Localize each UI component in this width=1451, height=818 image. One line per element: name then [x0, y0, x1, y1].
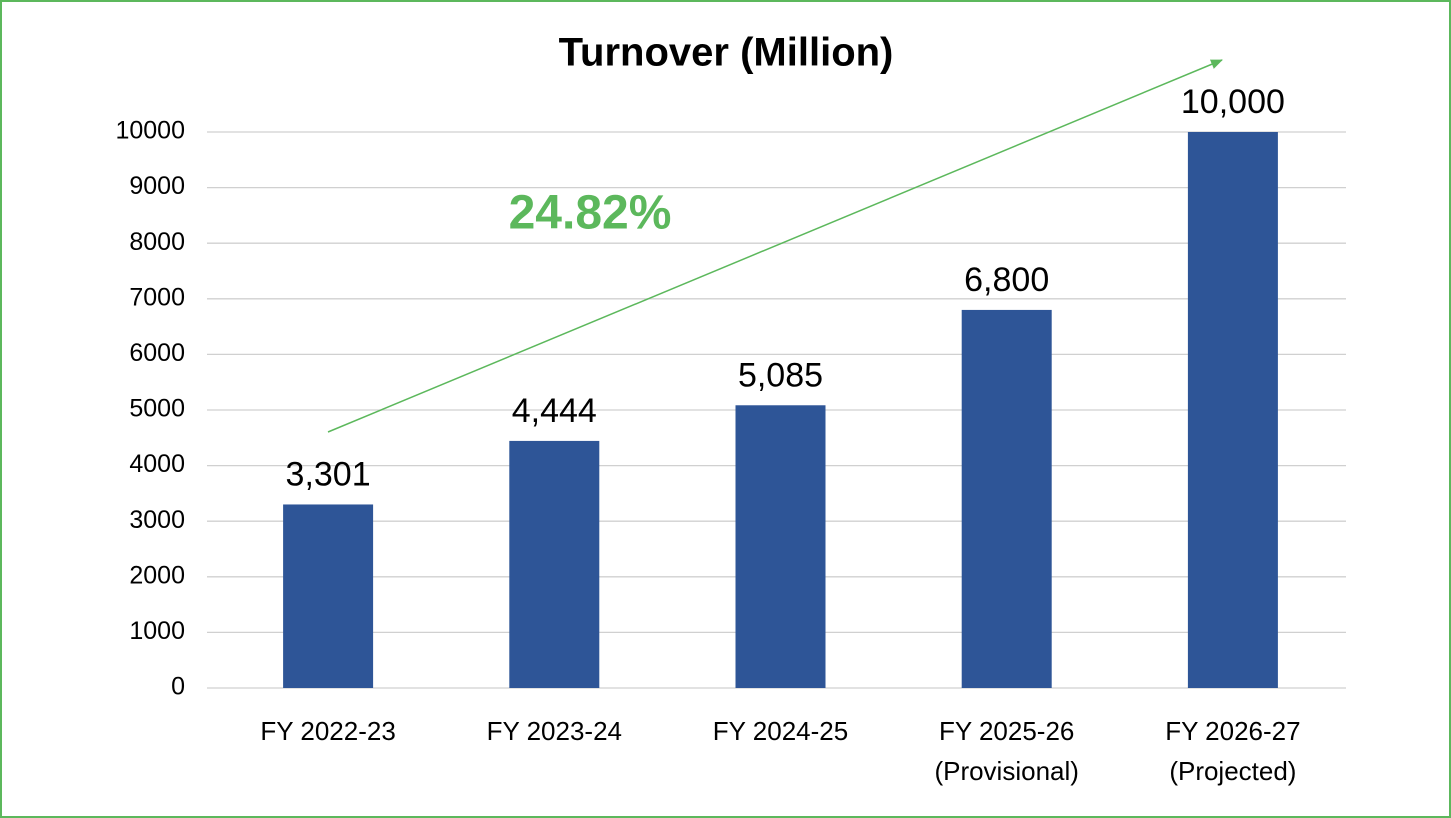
y-tick-label: 6000 — [129, 339, 185, 367]
bar — [283, 504, 374, 688]
y-tick-label: 8000 — [129, 228, 185, 256]
y-tick-label: 4000 — [129, 450, 185, 478]
x-tick-label: (Projected) — [1169, 756, 1296, 786]
data-label: 10,000 — [1181, 83, 1285, 121]
x-tick-label: FY 2026-27 — [1165, 716, 1300, 746]
y-tick-label: 0 — [171, 673, 185, 701]
x-tick-label: (Provisional) — [934, 756, 1079, 786]
y-tick-label: 2000 — [129, 561, 185, 589]
data-label: 3,301 — [286, 455, 371, 493]
y-tick-label: 1000 — [129, 617, 185, 645]
x-tick-label: FY 2023-24 — [487, 716, 622, 746]
y-tick-label: 7000 — [129, 283, 185, 311]
x-tick-label: FY 2025-26 — [939, 716, 1074, 746]
bar — [961, 309, 1052, 688]
growth-annotation: 24.82% — [509, 187, 672, 240]
data-label: 6,800 — [964, 261, 1049, 299]
x-tick-label: FY 2022-23 — [260, 716, 395, 746]
x-tick-label: FY 2024-25 — [713, 716, 848, 746]
bar — [1187, 132, 1278, 688]
trend-arrow — [327, 59, 1223, 433]
chart-title: Turnover (Million) — [559, 31, 894, 75]
bar — [735, 405, 826, 688]
y-tick-label: 3000 — [129, 506, 185, 534]
y-tick-label: 9000 — [129, 172, 185, 200]
data-label: 4,444 — [512, 392, 597, 430]
y-tick-label: 5000 — [129, 395, 185, 423]
data-label: 5,085 — [738, 356, 823, 394]
bar — [509, 440, 600, 688]
y-tick-label: 10000 — [115, 117, 185, 145]
